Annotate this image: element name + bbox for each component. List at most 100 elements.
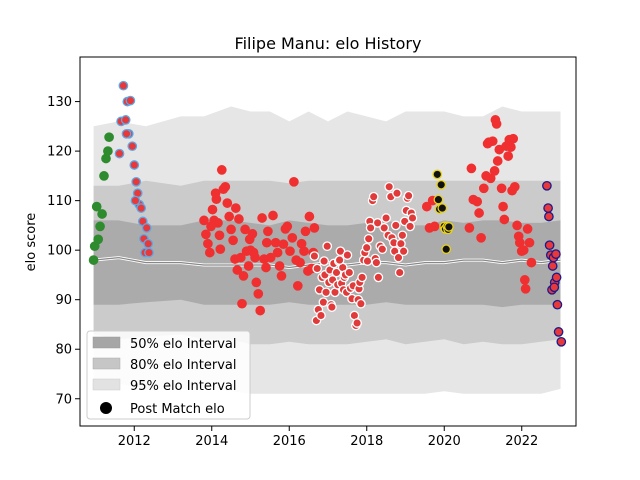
elo-point <box>268 210 278 221</box>
elo-point <box>243 261 254 271</box>
elo-point <box>312 263 323 274</box>
elo-point <box>466 163 477 174</box>
elo-point <box>215 244 226 255</box>
elo-point <box>441 244 452 255</box>
elo-point <box>371 257 382 268</box>
elo-point <box>356 298 366 309</box>
elo-point <box>373 272 384 283</box>
elo-point <box>544 211 554 222</box>
elo-point <box>503 151 514 161</box>
elo-point <box>524 237 535 248</box>
elo-point <box>114 148 125 159</box>
legend-swatch-95 <box>92 378 121 391</box>
elo-point <box>131 176 142 187</box>
x-tick-label: 2014 <box>195 434 228 449</box>
elo-point <box>238 271 249 281</box>
x-tick-label: 2016 <box>273 434 306 449</box>
elo-point <box>368 191 379 202</box>
elo-point <box>485 173 496 184</box>
elo-point <box>397 230 408 241</box>
elo-point <box>542 180 552 191</box>
elo-point <box>309 251 320 261</box>
elo-point <box>235 252 246 263</box>
elo-point <box>512 220 522 231</box>
elo-point <box>509 181 520 192</box>
elo-point <box>319 256 329 266</box>
elo-point <box>265 252 276 263</box>
y-tick-label: 110 <box>47 194 72 209</box>
legend-label-50: 50% elo Interval <box>130 337 237 352</box>
legend-swatch-50 <box>92 336 121 349</box>
legend-swatch-80 <box>92 357 121 370</box>
elo-point <box>390 220 401 231</box>
x-tick-label: 2022 <box>505 434 538 449</box>
legend-label-95: 95% elo Interval <box>130 379 237 394</box>
elo-point <box>261 262 271 273</box>
y-axis-label: elo score <box>24 213 39 272</box>
elo-point <box>403 190 414 201</box>
median-line-group <box>93 256 561 270</box>
elo-point <box>432 169 443 180</box>
elo-point <box>522 224 533 234</box>
elo-point <box>549 282 560 293</box>
x-tick-label: 2020 <box>428 434 461 449</box>
elo-point <box>444 222 454 232</box>
median-line <box>93 256 561 269</box>
elo-point <box>118 80 129 91</box>
elo-point <box>203 238 213 249</box>
elo-point <box>331 267 342 278</box>
elo-point <box>234 214 244 224</box>
elo-point <box>99 171 109 181</box>
elo-point <box>295 257 305 268</box>
y-tick-label: 130 <box>47 95 72 110</box>
elo-point <box>121 128 132 139</box>
elo-point <box>224 211 235 222</box>
elo-point <box>361 242 372 253</box>
elo-point <box>433 194 444 205</box>
chart-title: Filipe Manu: elo History <box>235 34 422 53</box>
elo-point <box>405 221 415 232</box>
elo-point <box>103 146 113 156</box>
elo-point <box>547 261 558 271</box>
elo-point <box>437 203 448 213</box>
elo-point <box>216 165 227 175</box>
elo-point <box>552 299 563 310</box>
elo-point <box>253 288 264 299</box>
elo-point <box>91 201 102 212</box>
elo-point <box>214 230 225 241</box>
elo-point <box>381 213 391 223</box>
y-tick-label: 80 <box>55 343 72 358</box>
elo-point <box>322 241 333 252</box>
elo-point <box>489 166 500 176</box>
elo-point <box>88 255 99 265</box>
elo-point <box>143 238 154 249</box>
legend-box <box>86 330 251 420</box>
elo-point <box>144 247 154 258</box>
elo-point <box>556 336 567 347</box>
elo-point <box>282 221 293 232</box>
elo-point <box>393 252 404 263</box>
elo-point <box>518 245 529 256</box>
elo-point <box>553 327 564 337</box>
elo-point <box>199 215 209 226</box>
elo-point <box>304 211 315 222</box>
elo-point <box>95 221 105 232</box>
elo-point <box>257 213 267 223</box>
elo-point <box>120 115 131 125</box>
elo-point <box>250 252 260 263</box>
elo-point <box>263 226 273 237</box>
y-tick-label: 70 <box>55 392 72 407</box>
elo-point <box>228 235 238 246</box>
elo-point <box>394 267 405 278</box>
elo-point <box>384 181 395 192</box>
elo-point <box>232 265 243 275</box>
elo-point <box>251 277 262 288</box>
elo-point <box>226 224 236 235</box>
elo-point <box>487 136 498 147</box>
elo-point <box>472 196 483 207</box>
elo-point <box>93 234 104 245</box>
elo-point <box>270 237 281 248</box>
elo-point <box>222 198 233 208</box>
elo-point <box>476 232 486 243</box>
elo-point <box>407 213 418 223</box>
